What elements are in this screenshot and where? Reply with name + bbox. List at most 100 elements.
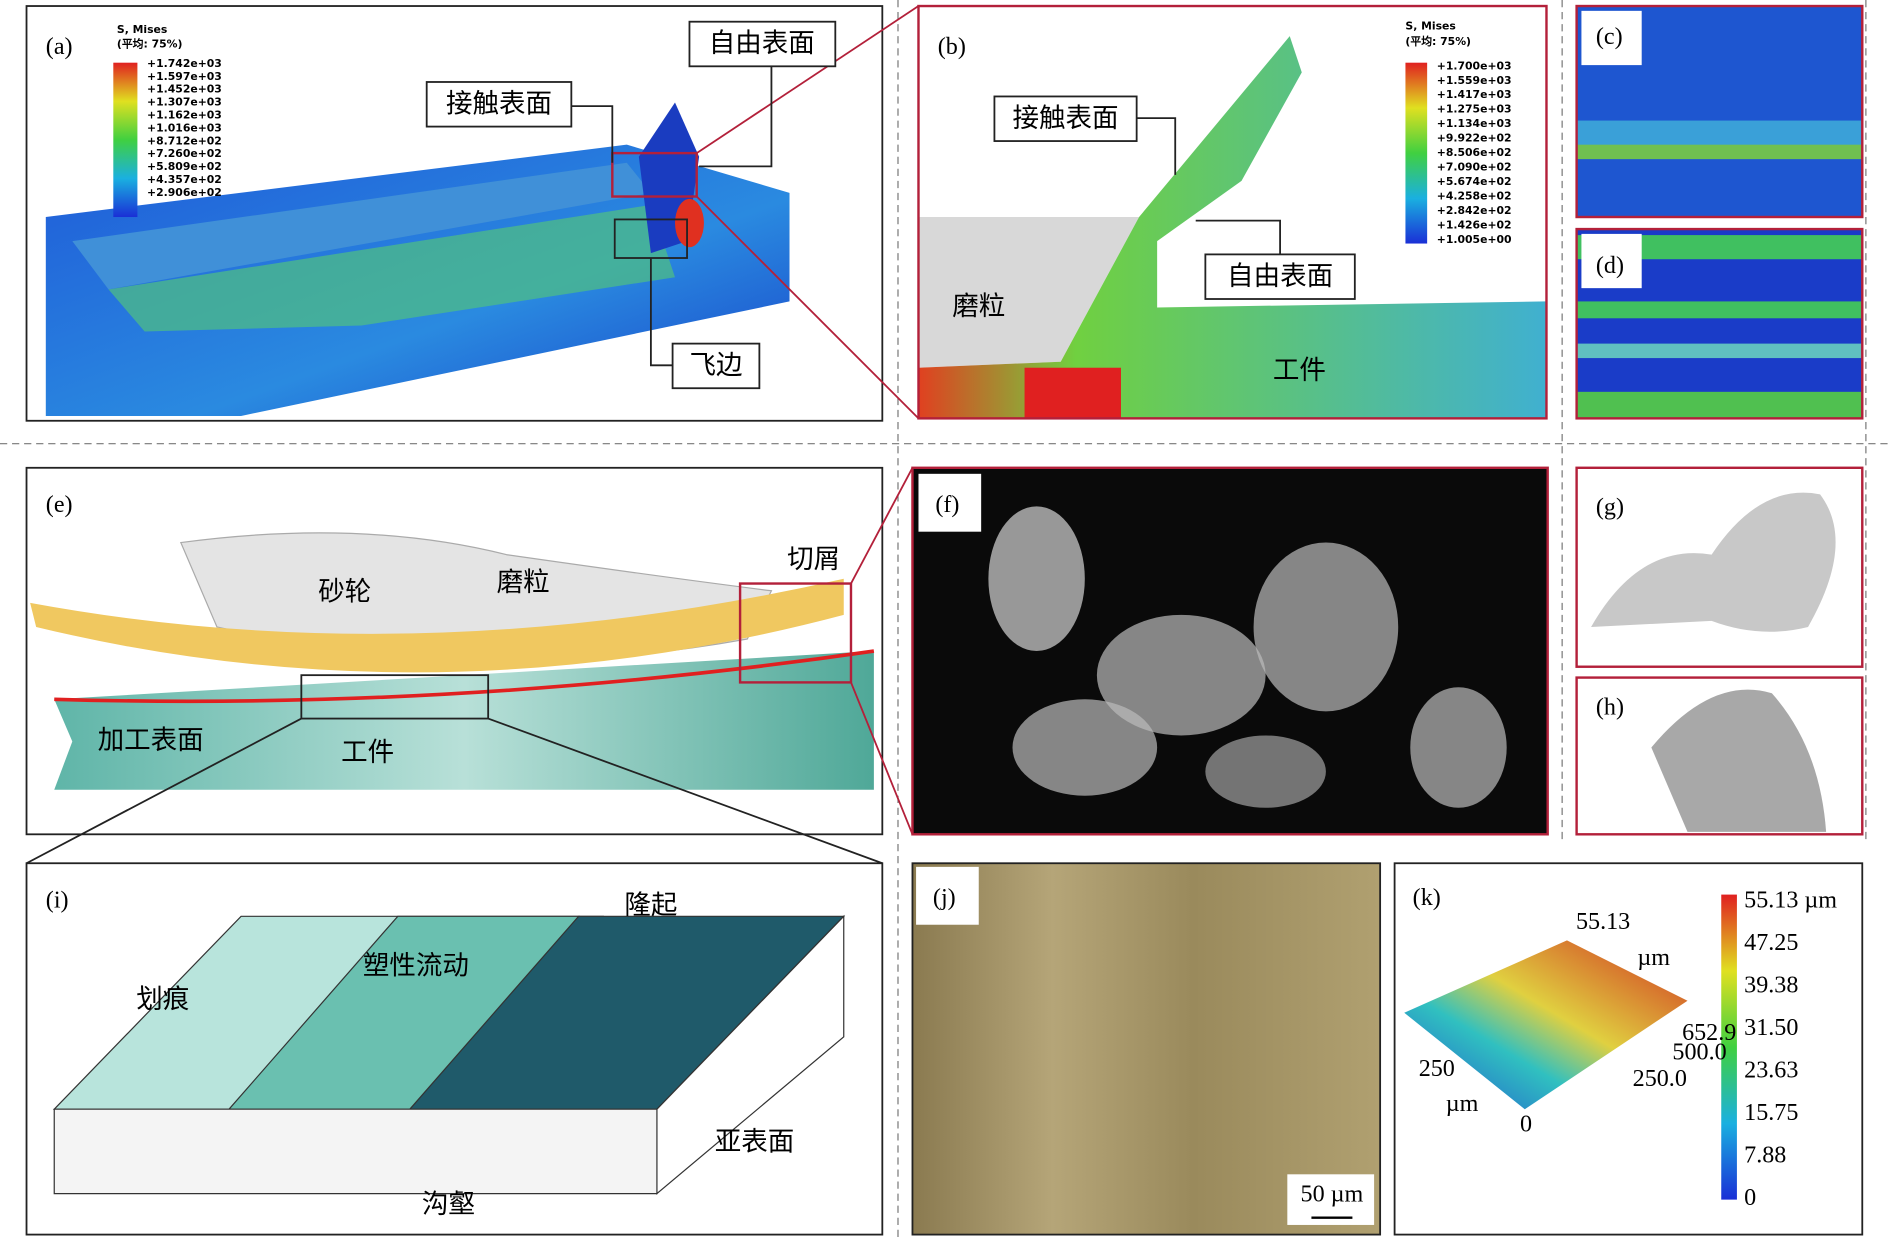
chip (1591, 492, 1836, 632)
band (1576, 391, 1863, 419)
legend-value: +2.906e+02 (147, 186, 222, 199)
panel-frame (25, 862, 884, 1236)
label: 工件 (341, 737, 394, 768)
colorbar (1405, 62, 1428, 244)
band (1576, 343, 1863, 359)
axis-label: 652.9 (1682, 1020, 1736, 1046)
legend-value: +1.426e+02 (1437, 218, 1512, 231)
colorbar-label: 15.75 (1744, 1100, 1798, 1126)
panel-b: (b) S, Mises (平均: 75%) 接触表面 自由表面 磨粒 工件 (917, 4, 1548, 420)
band (1576, 301, 1863, 319)
zoom-line (696, 195, 920, 420)
label: 亚表面 (715, 1126, 795, 1157)
legend-value: +8.506e+02 (1437, 146, 1512, 159)
surface (1404, 940, 1688, 1110)
legend-value: +8.712e+02 (147, 134, 222, 147)
groove (72, 162, 651, 290)
legend-value: +5.674e+02 (1437, 175, 1512, 188)
legend-value: +1.742e+03 (147, 57, 222, 70)
panel-label: (h) (1596, 694, 1624, 720)
label-bg (1581, 233, 1642, 289)
bond (30, 578, 844, 673)
machined-surface (54, 649, 875, 704)
label-bg (1581, 10, 1642, 66)
panel-label: (i) (46, 887, 69, 913)
panel-frame (1575, 4, 1864, 219)
legend-value: +2.842e+02 (1437, 204, 1512, 217)
leader (699, 66, 773, 168)
panel-label: (g) (1596, 494, 1624, 520)
colorbar-label: 47.25 (1744, 930, 1798, 956)
workpiece-stress (918, 36, 1547, 419)
legend-subtitle: (平均: 75%) (117, 37, 183, 51)
panel-label: (f) (935, 492, 959, 518)
legend-value: +7.090e+02 (1437, 161, 1512, 174)
axis-label: 250.0 (1633, 1066, 1687, 1092)
panel-frame (1575, 466, 1864, 668)
panel-g: (g) (1575, 466, 1864, 668)
panel-label: (a) (46, 34, 73, 60)
colorbar-label: 7.88 (1744, 1143, 1786, 1169)
colorbar-label: 31.50 (1744, 1015, 1798, 1041)
legend-value: +9.922e+02 (1437, 132, 1512, 145)
callout: 飞边 (689, 350, 742, 381)
panel-frame (1575, 227, 1864, 420)
axis-label: µm (1446, 1091, 1479, 1117)
zoom-box (611, 151, 698, 198)
label: 工件 (1273, 355, 1326, 386)
zoom-box (300, 674, 490, 720)
legend-value: +1.134e+03 (1437, 117, 1512, 130)
grain (918, 217, 1140, 368)
zoom-line (850, 467, 914, 584)
legend-value: +5.809e+02 (147, 160, 222, 173)
panel-label: (d) (1596, 253, 1624, 279)
zoom-line (850, 682, 914, 835)
workpiece (54, 651, 874, 790)
panel-a: (a) S, Mises (平均: 75%) 自由表面 接触表面 飞边 (25, 5, 920, 422)
legend-value: +1.005e+00 (1437, 233, 1512, 246)
colorbar (1721, 894, 1737, 1200)
panel-e: (e) 砂轮 磨粒 切屑 加工表面 工件 (25, 466, 914, 865)
label: 划痕 (136, 984, 189, 1015)
legend-value: +1.307e+03 (147, 96, 222, 109)
panel-i: (i) 划痕 塑性流动 隆起 亚表面 沟壑 (25, 862, 884, 1236)
legend-value: +1.275e+03 (1437, 103, 1512, 116)
axis-label: 500.0 (1672, 1039, 1726, 1065)
panel-label: (k) (1413, 885, 1441, 911)
panel-frame (911, 466, 1549, 836)
label: 切屑 (787, 544, 840, 575)
subsurface (53, 1108, 658, 1195)
callout: 自由表面 (1227, 261, 1333, 292)
label-bg (918, 473, 982, 532)
colorbar (113, 62, 138, 218)
label: 砂轮 (318, 577, 371, 608)
panel-d: (d) (1575, 227, 1864, 420)
zoom-line (487, 717, 883, 865)
colorbar-label: 23.63 (1744, 1058, 1798, 1084)
legend-value: +1.700e+03 (1437, 59, 1512, 72)
label: 磨粒 (497, 567, 550, 598)
panel-label: (j) (933, 885, 956, 911)
panel-label: (c) (1596, 24, 1623, 50)
axis-label: 0 (1520, 1112, 1532, 1138)
leader (649, 258, 673, 367)
panel-j: (j) 50 µm (911, 862, 1382, 1236)
callout-box (688, 20, 837, 68)
label: 隆起 (624, 890, 677, 921)
band (1576, 144, 1863, 160)
callout: 接触表面 (446, 88, 552, 119)
leader (1136, 117, 1177, 175)
scale-label: 50 µm (1301, 1182, 1364, 1208)
panel-label: (e) (46, 492, 73, 518)
colorbar-label: 0 (1744, 1185, 1756, 1211)
axis-label: µm (1637, 945, 1670, 971)
panel-f: (f) (911, 466, 1549, 836)
label: 加工表面 (98, 725, 204, 756)
legend-value: +1.162e+03 (147, 109, 222, 122)
legend-value: +1.417e+03 (1437, 88, 1512, 101)
zoom-box (738, 582, 853, 684)
panel-frame (1575, 676, 1864, 836)
zoom-line (26, 717, 302, 865)
